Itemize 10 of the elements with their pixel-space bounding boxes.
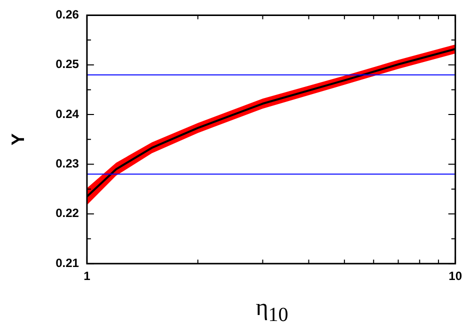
y-tick-label: 0.24 (56, 106, 80, 121)
y-tick-label: 0.23 (56, 156, 80, 171)
y-tick-label: 0.22 (56, 206, 80, 220)
y-tick-label: 0.26 (56, 8, 80, 22)
x-tick-label: 1 (84, 269, 91, 284)
y-tick-label: 0.25 (56, 57, 80, 72)
y-axis-title: Y (8, 133, 28, 146)
x-axis-title: η$_{10}$ (254, 295, 290, 327)
y-tick-label: 0.21 (56, 256, 80, 270)
x-tick-label: 10 (448, 269, 462, 284)
